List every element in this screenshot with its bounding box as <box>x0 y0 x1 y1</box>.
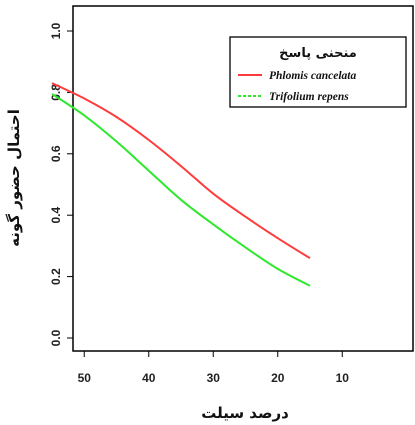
legend-title: منحنی پاسخ <box>279 46 357 61</box>
legend: منحنی پاسخ Phlomis cancelata Trifolium r… <box>229 36 407 108</box>
x-tick-label: 50 <box>78 371 92 385</box>
x-axis-title: درصد سیلت <box>201 404 289 422</box>
legend-label-phlomis: Phlomis cancelata <box>269 70 356 82</box>
y-tick-label: 0.6 <box>49 145 63 162</box>
y-tick-label: 0.8 <box>49 84 63 101</box>
x-tick-label: 40 <box>142 371 156 385</box>
y-tick-label: 1.0 <box>49 22 63 39</box>
series-layer <box>51 82 311 287</box>
y-axis-title: احتمال حضور گونه <box>5 109 23 247</box>
x-tick-label: 30 <box>207 371 221 385</box>
legend-label-trifolium: Trifolium repens <box>269 91 349 103</box>
series-line-trifolium-repens <box>51 93 311 287</box>
x-axis: 50 40 30 20 10 <box>78 351 350 385</box>
x-tick-label: 20 <box>271 371 285 385</box>
y-axis: 0.0 0.2 0.4 0.6 0.8 1.0 <box>49 22 73 346</box>
y-tick-label: 0.4 <box>49 207 63 224</box>
x-tick-label: 10 <box>336 371 350 385</box>
y-tick-label: 0.0 <box>49 329 63 346</box>
series-line-phlomis-cancelata <box>51 82 311 260</box>
plot-frame <box>72 5 414 352</box>
y-tick-label: 0.2 <box>49 268 63 285</box>
